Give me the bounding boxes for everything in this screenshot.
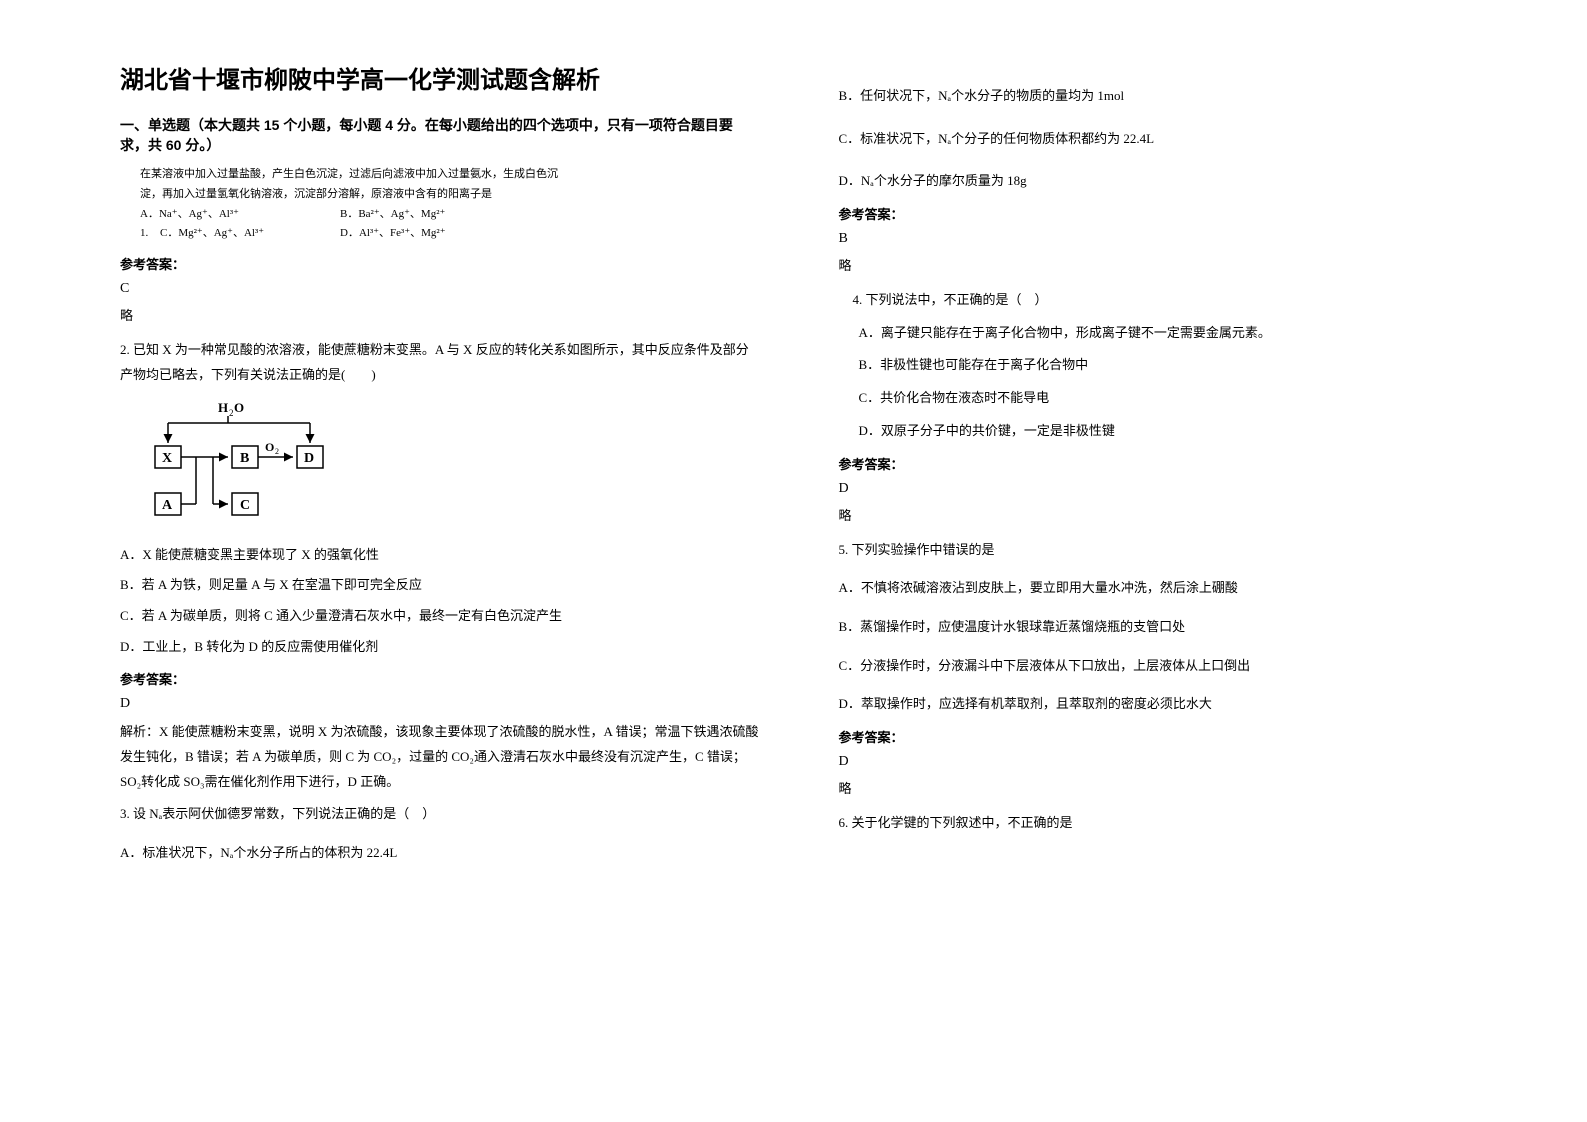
q5-optD: D．萃取操作时，应选择有机萃取剂，且萃取剂的密度必须比水大 [839, 692, 1478, 717]
svg-text:B: B [240, 451, 249, 466]
answer-label: 参考答案： [120, 669, 759, 688]
q1-optA: A．Na⁺、Ag⁺、Al³⁺ [140, 205, 340, 225]
q1-block: 在某溶液中加入过量盐酸，产生白色沉淀，过滤后向滤液中加入过量氨水，生成白色沉 淀… [140, 165, 759, 244]
q3-optB: B．任何状况下，Nₐ个水分子的物质的量均为 1mol [839, 84, 1478, 109]
doc-title: 湖北省十堰市柳陂中学高一化学测试题含解析 [120, 60, 759, 95]
svg-text:D: D [304, 451, 314, 466]
svg-text:O: O [265, 440, 274, 454]
q1-optC: C．Mg²⁺、Ag⁺、Al³⁺ [160, 224, 340, 244]
left-column: 湖北省十堰市柳陂中学高一化学测试题含解析 一、单选题（本大题共 15 个小题，每… [100, 60, 799, 1082]
svg-text:C: C [240, 498, 250, 513]
q1-optD: D．Al³⁺、Fe³⁺、Mg²⁺ [340, 224, 540, 244]
q5-optC: C．分液操作时，分液漏斗中下层液体从下口放出，上层液体从上口倒出 [839, 654, 1478, 679]
q2-answer: D [120, 696, 759, 712]
section-heading: 一、单选题（本大题共 15 个小题，每小题 4 分。在每小题给出的四个选项中，只… [120, 115, 759, 155]
answer-label: 参考答案： [839, 727, 1478, 746]
q3-stem: 3. 设 Nₐ表示阿伏伽德罗常数，下列说法正确的是（ ） [120, 802, 759, 827]
svg-text:O: O [234, 400, 244, 415]
q2-optD: D．工业上，B 转化为 D 的反应需使用催化剂 [120, 635, 759, 660]
q2-optB: B．若 A 为铁，则足量 A 与 X 在室温下即可完全反应 [120, 573, 759, 598]
right-column: B．任何状况下，Nₐ个水分子的物质的量均为 1mol C．标准状况下，Nₐ个分子… [799, 60, 1498, 1082]
q2-optA: A．X 能使蔗糖变黑主要体现了 X 的强氧化性 [120, 543, 759, 568]
q2-explain: 解析：X 能使蔗糖粉末变黑，说明 X 为浓硫酸，该现象主要体现了浓硫酸的脱水性，… [120, 720, 759, 794]
svg-text:2: 2 [275, 447, 279, 456]
q6-stem: 6. 关于化学键的下列叙述中，不正确的是 [839, 811, 1478, 836]
q5-note: 略 [839, 778, 1478, 797]
svg-text:X: X [162, 451, 172, 466]
answer-label: 参考答案： [839, 454, 1478, 473]
q3-note: 略 [839, 255, 1478, 274]
q2-stem: 2. 已知 X 为一种常见酸的浓溶液，能使蔗糖粉末变黑。A 与 X 反应的转化关… [120, 338, 759, 387]
q1-optB: B．Ba²⁺、Ag⁺、Mg²⁺ [340, 205, 540, 225]
q1-number: 1. [140, 224, 160, 244]
svg-text:A: A [162, 498, 173, 513]
exam-page: 湖北省十堰市柳陂中学高一化学测试题含解析 一、单选题（本大题共 15 个小题，每… [0, 0, 1587, 1122]
q3-optC: C．标准状况下，Nₐ个分子的任何物质体积都约为 22.4L [839, 127, 1478, 152]
q5-optA: A．不慎将浓碱溶液沾到皮肤上，要立即用大量水冲洗，然后涂上硼酸 [839, 576, 1478, 601]
svg-text:2: 2 [229, 408, 234, 418]
q5-answer: D [839, 754, 1478, 770]
q4-optA: A．离子键只能存在于离子化合物中，形成离子键不一定需要金属元素。 [859, 321, 1478, 346]
q4-note: 略 [839, 505, 1478, 524]
q1-answer: C [120, 281, 759, 297]
q4-optC: C．共价化合物在液态时不能导电 [859, 386, 1478, 411]
q3-optD: D．Nₐ个水分子的摩尔质量为 18g [839, 169, 1478, 194]
q4-optD: D．双原子分子中的共价键，一定是非极性键 [859, 419, 1478, 444]
q4-stem: 4. 下列说法中，不正确的是（ ） [853, 288, 1478, 313]
q3-optA: A．标准状况下，Nₐ个水分子所占的体积为 22.4L [120, 841, 759, 866]
answer-label: 参考答案： [120, 254, 759, 273]
q1-note: 略 [120, 305, 759, 324]
q5-stem: 5. 下列实验操作中错误的是 [839, 538, 1478, 563]
q4-optB: B．非极性键也可能存在于离子化合物中 [859, 353, 1478, 378]
q4-answer: D [839, 481, 1478, 497]
q1-line2: 淀，再加入过量氢氧化钠溶液，沉淀部分溶解，原溶液中含有的阳离子是 [140, 185, 759, 205]
q1-line1: 在某溶液中加入过量盐酸，产生白色沉淀，过滤后向滤液中加入过量氨水，生成白色沉 [140, 165, 759, 185]
q2-optC: C．若 A 为碳单质，则将 C 通入少量澄清石灰水中，最终一定有白色沉淀产生 [120, 604, 759, 629]
q3-answer: B [839, 231, 1478, 247]
q5-optB: B．蒸馏操作时，应使温度计水银球靠近蒸馏烧瓶的支管口处 [839, 615, 1478, 640]
flow-diagram-svg: H 2 O X B D O 2 [140, 398, 340, 528]
answer-label: 参考答案： [839, 204, 1478, 223]
q2-diagram: H 2 O X B D O 2 [140, 398, 759, 533]
svg-text:H: H [218, 400, 228, 415]
